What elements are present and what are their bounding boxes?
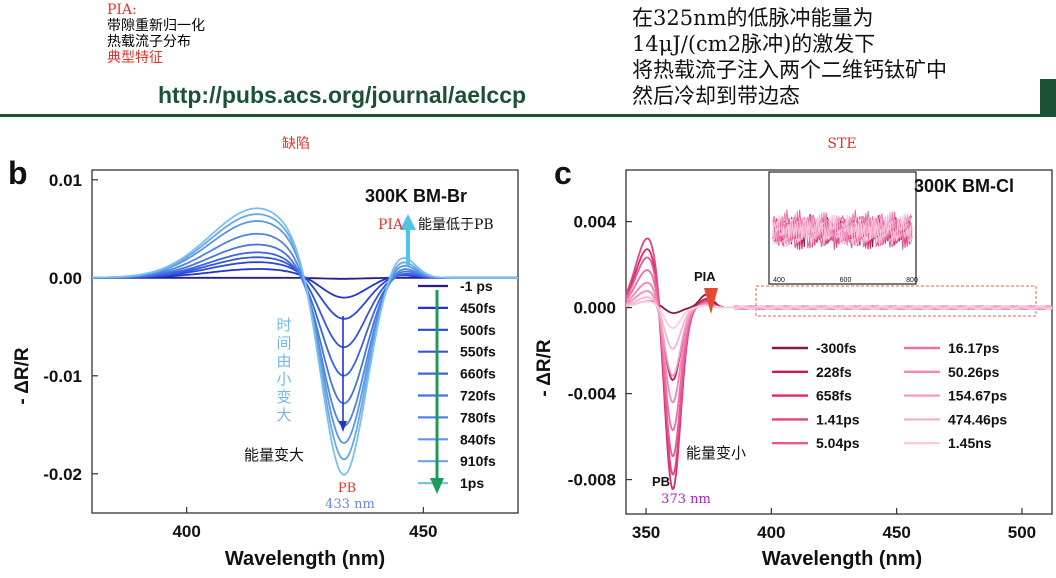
legend-label: 450fs (460, 300, 496, 316)
note-bandgap: 带隙重新归一化 (107, 18, 205, 34)
legend: -1 ps 450fs 500fs 550fs 660fs 720fs 780fs 840fs… (418, 278, 496, 491)
x-axis: 350 400 450 500 (632, 508, 1036, 542)
pia-label: PIA (694, 269, 716, 284)
series-line (92, 243, 518, 405)
series-line (92, 220, 518, 444)
note-typical: 典型特征 (107, 50, 163, 66)
legend-label: 1.41ps (816, 411, 860, 427)
x-tick-label: 500 (1008, 523, 1036, 542)
y-axis: 0.004 0.000 -0.004 -0.008 (568, 213, 632, 490)
pb-label: PB (338, 481, 356, 496)
note-right-line-3: 将热载流子注入两个二维钙钛矿中 (632, 58, 947, 82)
series-line (91, 213, 518, 461)
series-line (92, 232, 518, 427)
panel-label-c: c (554, 155, 572, 191)
header-divider (0, 114, 1040, 117)
note-right-line-1: 在325nm的低脉冲能量为 (632, 6, 874, 30)
journal-url[interactable]: http://pubs.acs.org/journal/aelccp (158, 82, 527, 108)
legend-label: 840fs (460, 431, 496, 447)
legend-label: 500fs (460, 322, 496, 338)
y-axis-label: - ΔR/R (12, 347, 33, 405)
plot-frame (91, 169, 519, 514)
x-tick-label: 400 (757, 523, 785, 542)
y-tick-label: 0.004 (573, 213, 616, 232)
note-right-line-4: 然后冷却到带边态 (632, 84, 800, 108)
legend-label: -1 ps (460, 278, 493, 294)
legend-label: 720fs (460, 388, 496, 404)
legend-label: 780fs (460, 409, 496, 425)
inset-plot: 400 600 800 (768, 171, 918, 285)
pb-label: PB (652, 474, 670, 489)
inset-x-tick-label: 600 (840, 277, 852, 284)
legend-label: 474.46ps (948, 411, 1007, 427)
x-tick-label: 450 (409, 522, 437, 541)
inset-series-line (772, 212, 913, 246)
inset-x-tick-label: 800 (906, 277, 918, 284)
y-axis-label: - ΔR/R (534, 339, 555, 397)
caption-defect: 缺陷 (282, 136, 310, 152)
chart-panel-c: STE c 0.004 0.000 -0.004 -0.008 350 400 450 50… (534, 136, 1053, 570)
chart-panel-b: 缺陷 b 0.01 0.00 -0.01 -0.02 400 450 - ΔR/R Wa… (8, 136, 519, 570)
legend-label: -300fs (816, 340, 857, 356)
legend-label: 5.04ps (816, 435, 860, 451)
time-arrow-head (430, 478, 444, 494)
legend-label: 16.17ps (948, 340, 1000, 356)
plot-frame (625, 169, 1053, 515)
note-hot-carrier: 热载流子分布 (107, 34, 191, 50)
y-tick-label: 0.01 (49, 171, 82, 190)
legend: -300fs 228fs 658fs 1.41ps 5.04ps 16.17ps 50.26… (772, 340, 1007, 451)
x-tick-label: 350 (632, 523, 660, 542)
energy-note: 能量变小 (686, 444, 746, 462)
legend-label: 50.26ps (948, 364, 1000, 380)
x-axis-label: Wavelength (nm) (762, 548, 922, 570)
legend-label: 228fs (816, 364, 852, 380)
pia-note: 能量低于PB (418, 217, 494, 233)
x-axis: 400 450 (172, 507, 438, 541)
inset-series-line (772, 214, 913, 248)
x-axis-label: Wavelength (nm) (225, 548, 385, 570)
header-notes-left: PIA: 带隙重新归一化 热载流子分布 典型特征 (107, 2, 205, 66)
note-pia: PIA: (107, 2, 137, 18)
inset-x-tick-label: 400 (773, 277, 785, 284)
series-lines (91, 207, 518, 476)
pb-wavelength: 373 nm (661, 492, 711, 507)
chart-title: 300K BM-Br (365, 186, 467, 206)
legend-label: 658fs (816, 388, 852, 404)
pb-wavelength: 433 nm (325, 497, 375, 512)
zoom-region-box (755, 285, 1037, 317)
series-line (92, 207, 518, 476)
legend-label: 154.67ps (948, 388, 1007, 404)
panel-label-b: b (8, 155, 28, 191)
legend-label: 1.45ns (948, 435, 992, 451)
y-axis: 0.01 0.00 -0.01 -0.02 (43, 171, 98, 484)
legend-label: 660fs (460, 366, 496, 382)
y-tick-label: 0.000 (573, 299, 616, 318)
header-accent-bar (1040, 79, 1056, 117)
x-tick-label: 450 (882, 523, 910, 542)
caption-ste: STE (827, 136, 856, 152)
y-tick-label: -0.008 (568, 471, 616, 490)
pb-arrow-head (339, 421, 347, 432)
chart-title: 300K BM-Cl (914, 176, 1014, 196)
y-tick-label: 0.00 (49, 269, 82, 288)
energy-note: 能量变大 (244, 446, 304, 464)
y-tick-label: -0.01 (43, 367, 82, 386)
pia-label: PIA (378, 217, 404, 233)
legend-label: 1ps (460, 475, 484, 491)
legend-label: 550fs (460, 344, 496, 360)
y-tick-label: -0.004 (568, 385, 617, 404)
header-notes-right: 在325nm的低脉冲能量为 14μJ/(cm2脉冲)的激发下 将热载流子注入两个… (632, 5, 947, 109)
x-tick-label: 400 (172, 522, 200, 541)
pia-arrow-head (400, 214, 416, 230)
series-line (625, 300, 1053, 329)
series-lines (625, 237, 1053, 491)
legend-label: 910fs (460, 453, 496, 469)
time-note: 时间由小变大 (276, 316, 291, 424)
y-tick-label: -0.02 (43, 465, 82, 484)
pia-arrow (704, 288, 718, 314)
note-right-line-2: 14μJ/(cm2脉冲)的激发下 (632, 32, 876, 56)
